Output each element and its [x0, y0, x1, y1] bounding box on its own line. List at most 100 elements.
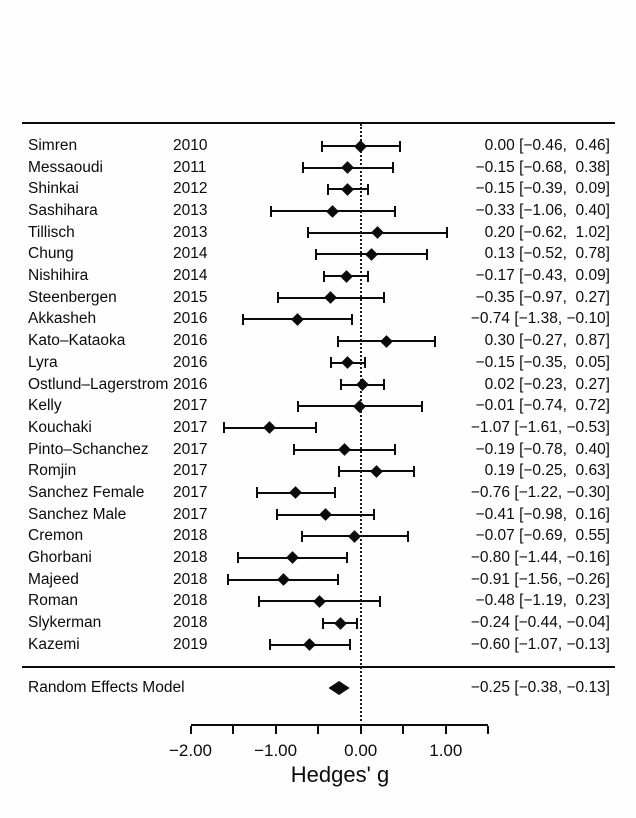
- estimate-text: −0.80 [−1.44, −0.16]: [470, 548, 610, 566]
- study-name: Ghorbani: [28, 548, 92, 566]
- ci-lower-cap: [226, 574, 229, 586]
- ci-upper-cap: [398, 140, 401, 152]
- estimate-text: −0.07 [−0.69, 0.55]: [475, 527, 610, 545]
- study-row: Kato–Kataoka 2016 0.30 [−0.27, 0.87]: [0, 330, 636, 352]
- study-name: Romjin: [28, 462, 77, 480]
- summary-row: Random Effects Model −0.25 [−0.38, −0.13…: [0, 677, 636, 699]
- study-year: 2016: [173, 375, 208, 393]
- axis-tick: [189, 726, 192, 734]
- point-estimate-diamond: [348, 529, 362, 543]
- ci-lower-cap: [329, 357, 332, 369]
- estimate-text: −0.35 [−0.97, 0.27]: [475, 288, 610, 306]
- point-estimate-diamond: [333, 616, 347, 630]
- study-name: Simren: [28, 137, 78, 154]
- estimate-text: 0.20 [−0.62, 1.02]: [484, 223, 610, 241]
- confidence-interval-line: [320, 139, 401, 153]
- study-name: Cremon: [28, 527, 84, 545]
- ci-lower-cap: [336, 335, 339, 347]
- confidence-interval-line: [226, 573, 340, 586]
- study-name: Chung: [28, 245, 74, 263]
- point-estimate-diamond: [263, 421, 277, 435]
- axis-tick-label: 0.00: [344, 741, 378, 760]
- ci-upper-cap: [314, 422, 317, 434]
- summary-label: Random Effects Model: [28, 679, 185, 696]
- ci-upper-cap: [346, 552, 349, 564]
- confidence-interval-line: [296, 399, 423, 413]
- ci-upper-cap: [420, 400, 423, 412]
- point-estimate-diamond: [370, 464, 384, 478]
- estimate-text: −0.74 [−1.38, −0.10]: [470, 310, 610, 328]
- point-estimate-diamond: [339, 269, 353, 283]
- estimate-text: −0.15 [−0.35, 0.05]: [475, 353, 610, 371]
- study-year: 2018: [173, 527, 208, 545]
- confidence-interval-line: [326, 183, 370, 196]
- study-year: 2017: [173, 483, 208, 501]
- confidence-interval-line: [277, 291, 385, 305]
- zero-reference-line: [360, 124, 362, 721]
- study-name: Tillisch: [28, 223, 75, 241]
- study-year: 2017: [173, 418, 208, 436]
- ci-upper-cap: [351, 313, 354, 325]
- ci-upper-cap: [433, 335, 436, 347]
- ci-upper-cap: [382, 292, 385, 304]
- study-year: 2017: [173, 397, 208, 415]
- axis-tick: [274, 726, 277, 734]
- estimate-text: −0.01 [−0.74, 0.72]: [475, 397, 610, 415]
- ci-lower-cap: [269, 205, 272, 217]
- point-estimate-diamond: [341, 183, 355, 196]
- estimate-text: −0.48 [−1.19, 0.23]: [475, 592, 610, 610]
- study-name: Akkasheh: [28, 310, 97, 328]
- study-name: Kazemi: [28, 635, 80, 653]
- estimate-text: 0.19 [−0.25, 0.63]: [484, 462, 610, 480]
- study-year: 2013: [173, 202, 208, 219]
- ci-lower-cap: [258, 595, 261, 607]
- study-name: Kouchaki: [28, 418, 92, 436]
- estimate-text: −1.07 [−1.61, −0.53]: [470, 418, 610, 436]
- ci-lower-cap: [237, 552, 240, 564]
- ci-upper-cap: [367, 270, 370, 282]
- study-row: Sanchez Male 2017 −0.41 [−0.98, 0.16]: [0, 504, 636, 526]
- summary-diamond: [328, 681, 350, 695]
- study-row: Shinkai 2012 −0.15 [−0.39, 0.09]: [0, 178, 636, 200]
- summary-separator-rule: [22, 666, 615, 668]
- study-row: Pinto–Schanchez 2017 −0.19 [−0.78, 0.40]: [0, 439, 636, 461]
- axis-tick: [402, 726, 405, 734]
- study-name: Pinto–Schanchez: [28, 440, 149, 458]
- study-name: Majeed: [28, 570, 79, 588]
- confidence-interval-line: [315, 248, 428, 261]
- ci-lower-cap: [340, 379, 343, 390]
- confidence-interval-line: [268, 638, 351, 651]
- point-estimate-diamond: [341, 356, 355, 370]
- study-year: 2018: [173, 548, 208, 566]
- ci-upper-cap: [425, 248, 428, 260]
- ci-upper-cap: [393, 205, 396, 217]
- confidence-interval-line: [306, 226, 449, 240]
- study-year: 2018: [173, 592, 208, 610]
- ci-lower-cap: [322, 617, 325, 629]
- confidence-interval-line: [242, 313, 354, 326]
- study-row: Steenbergen 2015 −0.35 [−0.97, 0.27]: [0, 287, 636, 309]
- study-name: Sashihara: [28, 202, 98, 219]
- confidence-interval-line: [338, 464, 416, 478]
- study-year: 2014: [173, 267, 208, 285]
- study-row: Slykerman 2018 −0.24 [−0.44, −0.04]: [0, 612, 636, 634]
- ci-lower-cap: [301, 162, 304, 174]
- confidence-interval-line: [336, 334, 436, 348]
- point-estimate-diamond: [354, 139, 368, 153]
- ci-upper-cap: [393, 444, 396, 455]
- axis-tick-label: 1.00: [429, 741, 463, 760]
- estimate-text: −0.17 [−0.43, 0.09]: [475, 267, 610, 285]
- ci-lower-cap: [293, 444, 296, 455]
- study-year: 2013: [173, 223, 208, 241]
- study-row: Roman 2018 −0.48 [−1.19, 0.23]: [0, 590, 636, 612]
- ci-lower-cap: [276, 509, 279, 521]
- study-name: Nishihira: [28, 267, 89, 285]
- study-row: Nishihira 2014 −0.17 [−0.43, 0.09]: [0, 265, 636, 287]
- study-name: Kelly: [28, 397, 62, 415]
- point-estimate-diamond: [313, 594, 327, 608]
- study-row: Simren 2010 0.00 [−0.46, 0.46]: [0, 135, 636, 157]
- ci-lower-cap: [222, 422, 225, 434]
- ci-lower-cap: [268, 639, 271, 651]
- study-row: Chung 2014 0.13 [−0.52, 0.78]: [0, 243, 636, 265]
- point-estimate-diamond: [338, 443, 351, 456]
